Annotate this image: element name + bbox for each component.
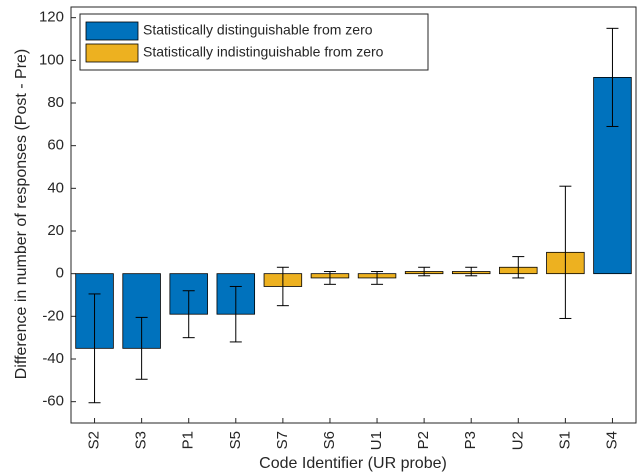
error-bar [512,256,525,279]
y-tick-label: -60 [42,393,64,410]
legend-label: Statistically indistinguishable from zer… [143,44,384,60]
error-bar [559,185,572,319]
y-tick-label: 120 [39,9,64,26]
x-axis-label: Code Identifier (UR probe) [259,455,447,472]
error-bar [182,290,195,339]
x-tick-label: P1 [180,431,197,449]
x-tick-label: S4 [603,431,620,449]
x-tick-label: S1 [556,431,573,449]
x-tick-label: U1 [368,431,385,450]
x-tick-label: U2 [509,431,526,450]
y-tick-label: 0 [56,265,64,282]
x-tick-label: P3 [462,431,479,449]
y-tick-label: 60 [47,137,64,154]
y-tick-label: 80 [47,94,64,111]
y-axis-label: Difference in number of responses (Post … [13,49,30,380]
error-bar [323,271,336,285]
y-tick-label: 40 [47,179,64,196]
axes-frame [70,6,637,424]
x-tick-label: S6 [321,431,338,449]
y-tick-label: 20 [47,222,64,239]
plot-area [71,7,636,423]
error-bar [229,285,242,343]
x-tick-label: S5 [227,431,244,449]
x-tick-label: P2 [415,431,432,449]
error-bar [276,266,289,307]
x-tick-label: S3 [133,431,150,449]
legend-swatch [85,21,139,41]
x-tick-label: S2 [86,431,103,449]
legend-swatch [85,43,139,63]
y-tick-label: -40 [42,350,64,367]
error-bar [371,271,384,285]
x-tick-label: S7 [274,431,291,449]
error-bar [88,293,101,404]
error-bar [135,316,148,380]
legend-label: Statistically distinguishable from zero [143,22,373,38]
error-bar [465,266,478,277]
error-bar [418,266,431,277]
y-tick-label: 100 [39,51,64,68]
y-tick-label: -20 [42,307,64,324]
error-bar [606,27,619,127]
